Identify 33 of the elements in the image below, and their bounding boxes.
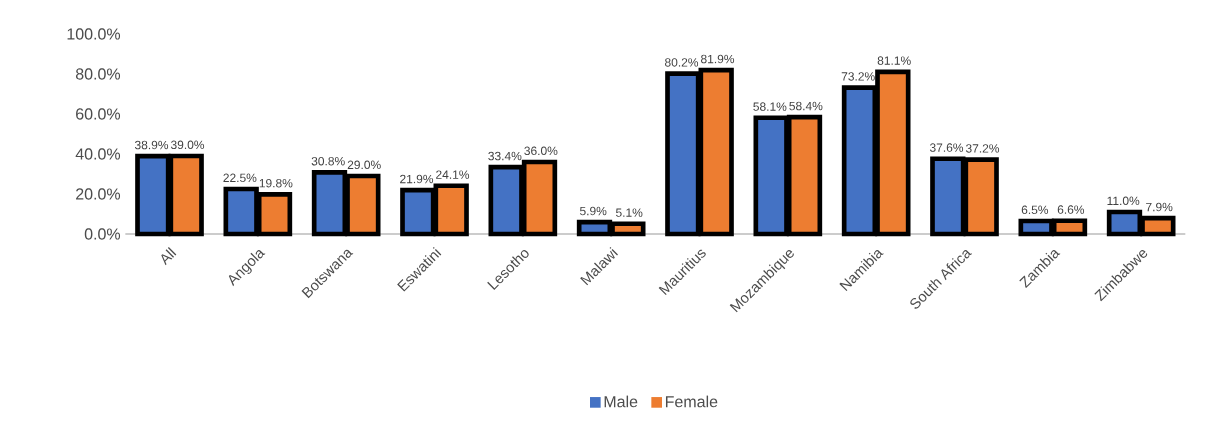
data-label: 19.8% bbox=[259, 178, 293, 188]
data-label: 58.4% bbox=[789, 101, 823, 111]
data-label: 80.2% bbox=[665, 58, 699, 67]
y-tick-label: 80.0% bbox=[75, 68, 121, 80]
data-label: 7.9% bbox=[1146, 202, 1173, 212]
data-label: 5.1% bbox=[615, 208, 643, 217]
data-label: 33.4% bbox=[488, 151, 522, 161]
x-tick-label: All bbox=[161, 247, 177, 266]
data-label: 5.9% bbox=[579, 206, 607, 216]
data-label: 38.9% bbox=[134, 140, 169, 150]
data-label: 29.0% bbox=[347, 160, 381, 170]
data-label: 6.6% bbox=[1057, 205, 1085, 214]
data-label: 81.1% bbox=[877, 56, 911, 65]
data-label: 37.2% bbox=[965, 144, 1000, 153]
data-label: 36.0% bbox=[524, 146, 558, 156]
data-label: 37.6% bbox=[929, 143, 964, 152]
data-label: 22.5% bbox=[223, 173, 257, 183]
y-tick-label: 100.0% bbox=[67, 28, 121, 40]
data-label: 24.1% bbox=[436, 170, 470, 179]
data-label: 21.9% bbox=[400, 174, 434, 184]
y-tick-label: 40.0% bbox=[75, 148, 121, 160]
data-label: 58.1% bbox=[753, 102, 787, 111]
legend-label: Male bbox=[604, 395, 638, 408]
data-label: 11.0% bbox=[1107, 196, 1140, 206]
legend-label: Female bbox=[665, 395, 718, 408]
data-label: 73.2% bbox=[841, 72, 875, 81]
data-label: 30.8% bbox=[311, 156, 345, 166]
y-tick-label: 0.0% bbox=[84, 228, 121, 240]
data-label: 81.9% bbox=[701, 54, 735, 64]
y-tick-label: 20.0% bbox=[76, 188, 121, 200]
data-label: 39.0% bbox=[170, 140, 205, 150]
y-tick-label: 60.0% bbox=[76, 108, 121, 120]
data-label: 6.5% bbox=[1021, 205, 1049, 215]
